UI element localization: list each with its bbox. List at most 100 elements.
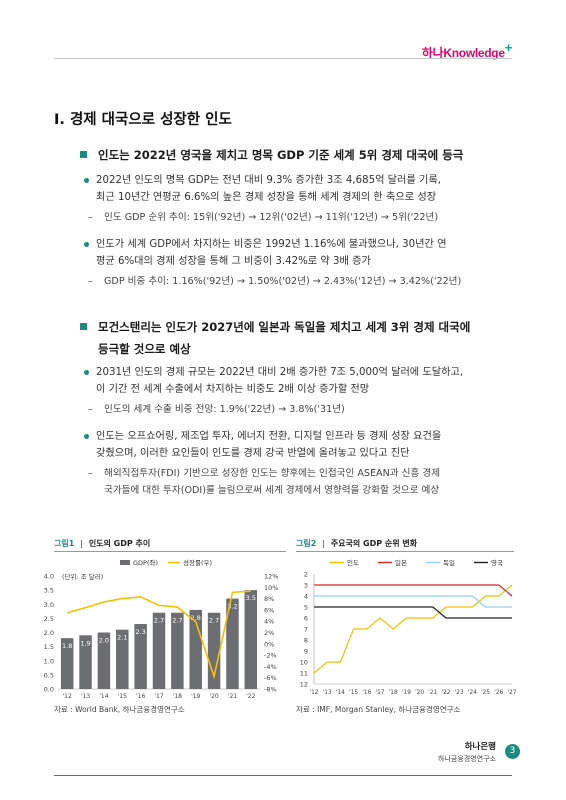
y-tick-label-left: 1.0 (44, 657, 54, 665)
footer-bank: 하나은행 (464, 742, 496, 752)
bullet-item: 2031년 인도의 경제 규모는 2022년 대비 2배 증가한 7조 5,00… (78, 364, 514, 398)
sub-item: – GDP 비중 추이: 1.16%('92년) → 1.50%('02년) → … (88, 276, 462, 287)
x-tick-label: '23 (455, 690, 464, 696)
gdp-bar (116, 629, 129, 689)
y-tick-label-left: 0.5 (44, 671, 54, 679)
x-tick-label: '12 (63, 693, 72, 700)
y-tick-label-right: 2% (264, 629, 274, 637)
legend-label: 인도 (347, 558, 359, 567)
bar-value-label: 3.2 (227, 603, 237, 611)
x-tick-label: '21 (228, 693, 237, 700)
gdp-bar (244, 590, 258, 689)
bar-value-label: 2.0 (99, 637, 109, 645)
x-tick-label: '25 (481, 690, 490, 696)
x-tick-label: '19 (402, 690, 411, 696)
legend-label-gdp: GDP(좌) (133, 558, 158, 567)
x-tick-label: '18 (173, 693, 182, 700)
x-tick-label: '20 (415, 690, 424, 696)
y-tick-label: 3 (304, 582, 308, 590)
x-tick-label: '27 (508, 690, 517, 696)
figure2-title-text: 주요국의 GDP 순위 변화 (330, 539, 418, 548)
bullet-item: 인도가 세계 GDP에서 차지하는 비중은 1992년 1.16%에 불과했으나… (78, 236, 514, 270)
gdp-bar (226, 598, 239, 689)
x-tick-label: '20 (209, 693, 218, 700)
x-tick-label: '21 (428, 690, 437, 696)
sub-item: – 해외직접투자(FDI) 기반으로 성장한 인도는 향후에는 인접국인 ASEA… (88, 468, 441, 479)
legend-label: 독일 (443, 558, 455, 567)
y-tick-label: 11 (300, 670, 308, 678)
point-heading-1: 인도는 2022년 영국을 제치고 명목 GDP 기준 세계 5위 경제 대국에… (78, 144, 514, 166)
x-tick-label: '17 (376, 690, 385, 696)
x-tick-label: '17 (154, 693, 163, 700)
figure1-title: 그림1 | 인도의 GDP 추이 (54, 538, 150, 549)
sub-text: 국가들에 대한 투자(ODI)를 늘림으로써 세계 경제에서 영향력을 강화할 … (104, 485, 440, 496)
y-tick-label: 6 (304, 615, 308, 623)
y-tick-label-left: 1.5 (44, 643, 54, 651)
point-heading-text: 인도는 2022년 영국을 제치고 명목 GDP 기준 세계 5위 경제 대국에… (98, 148, 464, 162)
page-number: 3 (505, 744, 520, 759)
logo-text: 하나Knowledge (421, 46, 505, 60)
bullet-text: 인도가 세계 GDP에서 차지하는 비중은 1992년 1.16%에 불과했으나… (96, 239, 447, 250)
footer-institute: 하나금융경영연구소 (438, 755, 496, 763)
logo: 하나Knowledge+ (422, 40, 512, 61)
y-tick-label: 8 (304, 637, 308, 645)
bar-value-label: 2.8 (191, 614, 201, 622)
gdp-bar (171, 612, 184, 689)
y-tick-label: 5 (304, 604, 308, 612)
bullet-text: 2031년 인도의 경제 규모는 2022년 대비 2배 증가한 7조 5,00… (96, 367, 464, 378)
figure2-sep: | (322, 539, 326, 548)
y-tick-label-left: 2.5 (44, 615, 54, 623)
gdp-bar (152, 612, 166, 689)
y-tick-label-left: 4.0 (44, 573, 54, 581)
figure1-title-text: 인도의 GDP 추이 (88, 539, 151, 548)
bullet-text: 인도는 오프쇼어링, 제조업 투자, 에너지 전환, 디지털 인프라 등 경제 … (96, 431, 442, 442)
y-tick-label-left: 3.5 (44, 587, 54, 595)
y-tick-label: 12 (300, 681, 308, 689)
logo-plus: + (504, 40, 513, 55)
gdp-bar (134, 624, 147, 689)
gdp-bar (60, 638, 74, 689)
y-tick-label-right: 6% (264, 606, 274, 614)
rank-line-3 (314, 606, 512, 619)
header-rule (54, 58, 512, 59)
point-heading-text: 등극할 것으로 예상 (98, 342, 191, 356)
bar-value-label: 2.1 (117, 634, 127, 642)
y-tick-label-left: 2.0 (44, 629, 54, 637)
y-tick-label-right: 4% (264, 618, 274, 626)
bar-value-label: 2.7 (172, 617, 182, 625)
x-tick-label: '15 (118, 693, 127, 700)
point-1-body: 2022년 인도의 명목 GDP는 전년 대비 9.3% 증가한 3조 4,68… (78, 172, 514, 290)
bar-value-label: 1.9 (80, 639, 90, 647)
y-tick-label-right: -4% (264, 663, 277, 671)
bar-value-label: 2.7 (154, 617, 164, 625)
chart-annotation: (단위: 조 달러) (62, 572, 103, 581)
x-tick-label: '16 (362, 690, 371, 696)
bullet-text: 이 기간 전 세계 수출에서 차지하는 비중도 2배 이상 증가할 전망 (96, 384, 370, 395)
x-tick-label: '14 (99, 693, 108, 700)
bullet-dot-icon (84, 178, 89, 183)
y-tick-label-left: 0.0 (44, 686, 54, 694)
y-tick-label-right: -8% (264, 686, 277, 694)
x-tick-label: '18 (389, 690, 398, 696)
bullet-text: 2022년 인도의 명목 GDP는 전년 대비 9.3% 증가한 3조 4,68… (96, 175, 442, 186)
bar-value-label: 2.3 (135, 628, 145, 636)
y-tick-label: 7 (304, 626, 308, 634)
y-tick-label: 4 (304, 593, 308, 601)
y-tick-label-right: 0% (264, 640, 274, 648)
gdp-bar (79, 635, 92, 689)
sub-text: 인도의 세계 수출 비중 전망: 1.9%('22년) → 3.8%('31년) (104, 404, 345, 415)
bullet-item: 2022년 인도의 명목 GDP는 전년 대비 9.3% 증가한 3조 4,68… (78, 172, 514, 206)
rank-line-1 (314, 584, 513, 597)
y-tick-label-right: 12% (264, 573, 278, 581)
section-title: I. 경제 대국으로 성장한 인도 (54, 112, 232, 128)
figure1-source: 자료 : World Bank, 하나금융경영연구소 (54, 705, 185, 714)
bullet-dot-icon (84, 434, 89, 439)
bullet-text: 최근 10년간 연평균 6.6%의 높은 경제 성장을 통해 세계 경제의 한 … (96, 192, 437, 203)
gdp-bar (97, 632, 111, 689)
x-tick-label: '15 (349, 690, 358, 696)
growth-line (66, 590, 251, 680)
point-heading-2: 모건스탠리는 인도가 2027년에 일본과 독일을 제치고 세계 3위 경제 대… (78, 316, 514, 360)
sub-item: – 인도 GDP 순위 추이: 15위('92년) → 12위('02년) → 1… (88, 212, 439, 223)
x-tick-label: '14 (336, 690, 345, 696)
point-2-body: 2031년 인도의 경제 규모는 2022년 대비 2배 증가한 7조 5,00… (78, 364, 514, 499)
